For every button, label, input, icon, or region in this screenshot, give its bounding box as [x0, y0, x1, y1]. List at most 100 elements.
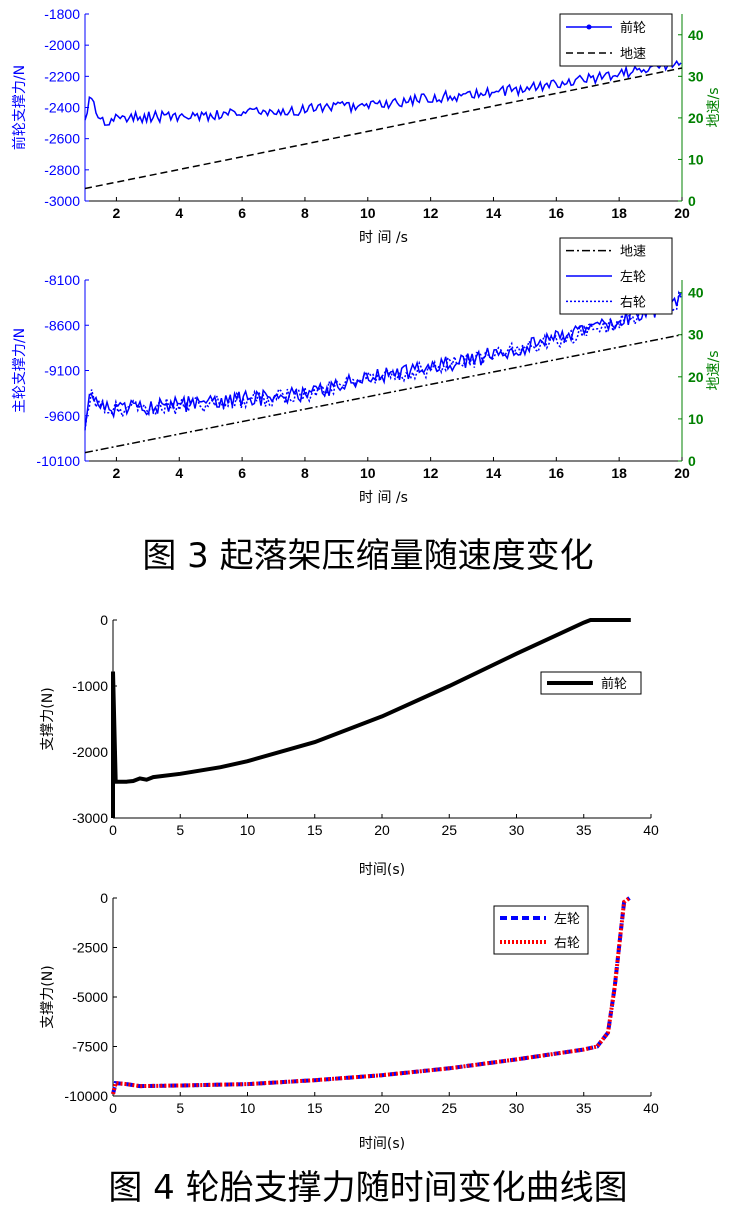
series-line-0-1 — [84, 67, 683, 190]
x-tick-label: 5 — [176, 1100, 184, 1116]
legend-label: 右轮 — [620, 295, 646, 310]
y-axis-label: 主轮支撑力/N — [12, 328, 28, 413]
x-tick-label: 2 — [113, 205, 121, 221]
y-tick-label: -9100 — [44, 363, 80, 379]
y-tick-label: 0 — [100, 612, 108, 628]
y-tick-label: -1800 — [44, 6, 80, 22]
y2-tick-label: 20 — [688, 369, 704, 385]
y-tick-label: -10100 — [36, 453, 80, 469]
y-tick-label: -3000 — [44, 193, 80, 209]
y2-axis-label: 地速/s — [706, 350, 722, 390]
series-line-1-1 — [84, 292, 682, 429]
y-tick-label: -8600 — [44, 317, 80, 333]
legend-box — [559, 13, 673, 67]
x-tick-label: 8 — [301, 205, 309, 221]
x-tick-label: 12 — [423, 465, 439, 481]
y-tick-label: -7500 — [72, 1039, 108, 1055]
y2-tick-label: 40 — [688, 27, 704, 43]
x-axis-label: 时 间 /s — [359, 490, 408, 506]
x-tick-label: 2 — [113, 465, 121, 481]
y2-tick-label: 0 — [688, 193, 696, 209]
y-tick-label: -2400 — [44, 100, 80, 116]
x-tick-label: 14 — [486, 465, 502, 481]
x-tick-label: 35 — [576, 822, 592, 838]
x-tick-label: 16 — [549, 205, 565, 221]
y-axis-label: 支撑力(N) — [40, 965, 56, 1028]
legend-label: 左轮 — [620, 270, 646, 285]
x-tick-label: 40 — [643, 1100, 659, 1116]
x-tick-label: 18 — [611, 205, 627, 221]
x-tick-label: 30 — [509, 1100, 525, 1116]
y-tick-label: -8100 — [44, 272, 80, 288]
legend-label: 右轮 — [554, 936, 580, 951]
y2-tick-label: 40 — [688, 285, 704, 301]
series-line-2-0 — [111, 618, 631, 818]
x-tick-label: 6 — [238, 205, 246, 221]
x-tick-label: 10 — [360, 205, 376, 221]
series-line-1-0 — [84, 333, 683, 454]
y-tick-label: -2000 — [72, 744, 108, 760]
y-tick-label: -3000 — [72, 810, 108, 826]
x-tick-label: 0 — [109, 1100, 117, 1116]
y2-tick-label: 30 — [688, 327, 704, 343]
x-tick-label: 20 — [374, 822, 390, 838]
legend-marker — [586, 24, 592, 30]
x-tick-label: 5 — [176, 822, 184, 838]
legend-label: 前轮 — [620, 20, 646, 36]
x-tick-label: 4 — [175, 465, 183, 481]
x-tick-label: 40 — [643, 822, 659, 838]
x-axis-label: 时 间 /s — [359, 230, 408, 246]
x-tick-label: 25 — [441, 822, 457, 838]
x-tick-label: 25 — [441, 1100, 457, 1116]
y-tick-label: -2200 — [44, 68, 80, 84]
x-tick-label: 16 — [549, 465, 565, 481]
x-tick-label: 12 — [423, 205, 439, 221]
y-tick-label: 0 — [100, 890, 108, 906]
y-tick-label: -2600 — [44, 131, 80, 147]
legend-label: 前轮 — [601, 676, 627, 692]
series-line-0-0 — [84, 58, 682, 126]
y2-tick-label: 10 — [688, 411, 704, 427]
x-axis-label: 时间(s) — [359, 1136, 405, 1152]
y-tick-label: -2000 — [44, 37, 80, 53]
y2-tick-label: 10 — [688, 151, 704, 167]
x-tick-label: 15 — [307, 822, 323, 838]
x-tick-label: 14 — [486, 205, 502, 221]
x-tick-label: 30 — [509, 822, 525, 838]
figure-3-caption: 图 3 起落架压缩量随速度变化 — [142, 536, 594, 576]
series-line-1-2 — [84, 290, 682, 431]
x-tick-label: 10 — [240, 822, 256, 838]
x-tick-label: 35 — [576, 1100, 592, 1116]
legend-box — [493, 905, 589, 955]
y-tick-label: -10000 — [64, 1088, 108, 1104]
x-tick-label: 0 — [109, 822, 117, 838]
y-axis-label: 前轮支撑力/N — [11, 65, 28, 150]
x-axis-label: 时间(s) — [359, 862, 405, 878]
y-axis-label: 支撑力(N) — [40, 687, 56, 750]
figure-4-caption: 图 4 轮胎支撑力随时间变化曲线图 — [108, 1168, 628, 1208]
x-tick-label: 6 — [238, 465, 246, 481]
y2-tick-label: 20 — [688, 110, 704, 126]
y-tick-label: -1000 — [72, 678, 108, 694]
x-tick-label: 18 — [611, 465, 627, 481]
y2-tick-label: 30 — [688, 68, 704, 84]
x-tick-label: 20 — [674, 465, 690, 481]
legend-label: 左轮 — [554, 912, 580, 927]
y2-axis-label: 地速/s — [706, 87, 722, 127]
x-tick-label: 4 — [175, 205, 183, 221]
x-tick-label: 15 — [307, 1100, 323, 1116]
x-tick-label: 8 — [301, 465, 309, 481]
series-line-3-1 — [111, 896, 631, 1095]
y-tick-label: -5000 — [72, 989, 108, 1005]
legend-label: 地速 — [620, 47, 646, 62]
y-tick-label: -2800 — [44, 162, 80, 178]
x-tick-label: 10 — [360, 465, 376, 481]
legend-label: 地速 — [620, 245, 646, 260]
y2-tick-label: 0 — [688, 453, 696, 469]
y-tick-label: -9600 — [44, 408, 80, 424]
y-tick-label: -2500 — [72, 940, 108, 956]
x-tick-label: 20 — [674, 205, 690, 221]
x-tick-label: 10 — [240, 1100, 256, 1116]
x-tick-label: 20 — [374, 1100, 390, 1116]
